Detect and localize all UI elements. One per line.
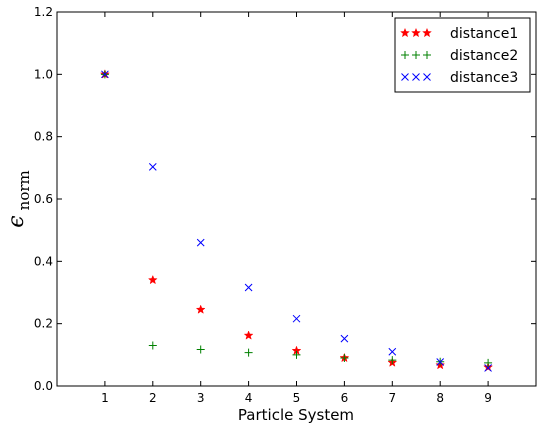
data-point-distance2	[196, 345, 205, 354]
data-point-distance3	[340, 334, 349, 343]
data-point-distance3	[292, 314, 301, 323]
legend-marker-distance1	[400, 27, 410, 38]
x-tick-label: 3	[197, 391, 205, 405]
y-tick-label: 0.0	[34, 379, 53, 393]
y-tick-label: 1.0	[34, 67, 53, 81]
data-point-distance2	[340, 353, 349, 362]
x-tick-label: 8	[436, 391, 444, 405]
y-tick-label: 0.8	[34, 130, 53, 144]
axis-ticks: 1 2 3 4 5 6 7 8 9 0.0 0.2 0.4 0.6 0.8 1.0 1.2	[34, 5, 536, 405]
data-point-distance2	[292, 350, 301, 359]
x-tick-label: 1	[101, 391, 109, 405]
x-tick-label: 2	[149, 391, 157, 405]
y-axis-label-main: ϵ	[4, 215, 29, 227]
data-point-distance3	[436, 358, 445, 366]
y-tick-label: 0.2	[34, 317, 53, 331]
data-point-distance1	[147, 274, 158, 285]
series-distance3	[101, 70, 492, 372]
legend-marker-distance2	[423, 51, 431, 59]
data-point-distance2	[388, 356, 397, 365]
data-point-distance1	[195, 304, 206, 314]
data-point-distance2	[484, 358, 493, 367]
data-point-distance3	[484, 364, 492, 372]
data-point-distance3	[101, 70, 109, 79]
data-point-distance3	[388, 347, 397, 356]
data-point-distance2	[244, 348, 253, 357]
y-axis-label: ϵ norm	[4, 170, 33, 228]
x-tick-label: 9	[484, 391, 492, 405]
legend-label-distance2: distance2	[450, 48, 518, 64]
legend-marker-distance3	[423, 73, 431, 81]
data-point-distance3	[196, 238, 205, 247]
legend-marker-distance2	[401, 51, 409, 59]
data-point-distance2	[148, 341, 157, 350]
x-axis-label: Particle System	[238, 406, 354, 424]
legend-label-distance1: distance1	[450, 26, 518, 42]
y-axis-label-subscript: norm	[15, 170, 33, 210]
x-tick-label: 4	[245, 391, 253, 405]
legend-marker-distance1	[422, 27, 432, 38]
data-point-distance3	[244, 283, 253, 292]
y-tick-label: 0.4	[34, 254, 53, 268]
legend-marker-distance1	[411, 27, 421, 38]
x-tick-label: 5	[293, 391, 301, 405]
y-tick-label: 0.6	[34, 192, 53, 206]
legend: distance1 distance2 distance3	[394, 17, 531, 93]
legend-marker-distance3	[412, 73, 420, 81]
x-tick-label: 7	[388, 391, 396, 405]
x-tick-label: 6	[341, 391, 349, 405]
legend-marker-distance2	[412, 51, 420, 59]
data-point-distance3	[148, 163, 157, 171]
data-point-distance1	[243, 330, 254, 340]
legend-marker-distance3	[401, 73, 409, 81]
data-marks	[99, 69, 494, 372]
series-distance2	[100, 70, 493, 367]
legend-label-distance3: distance3	[450, 70, 518, 86]
y-tick-label: 1.2	[34, 5, 53, 19]
